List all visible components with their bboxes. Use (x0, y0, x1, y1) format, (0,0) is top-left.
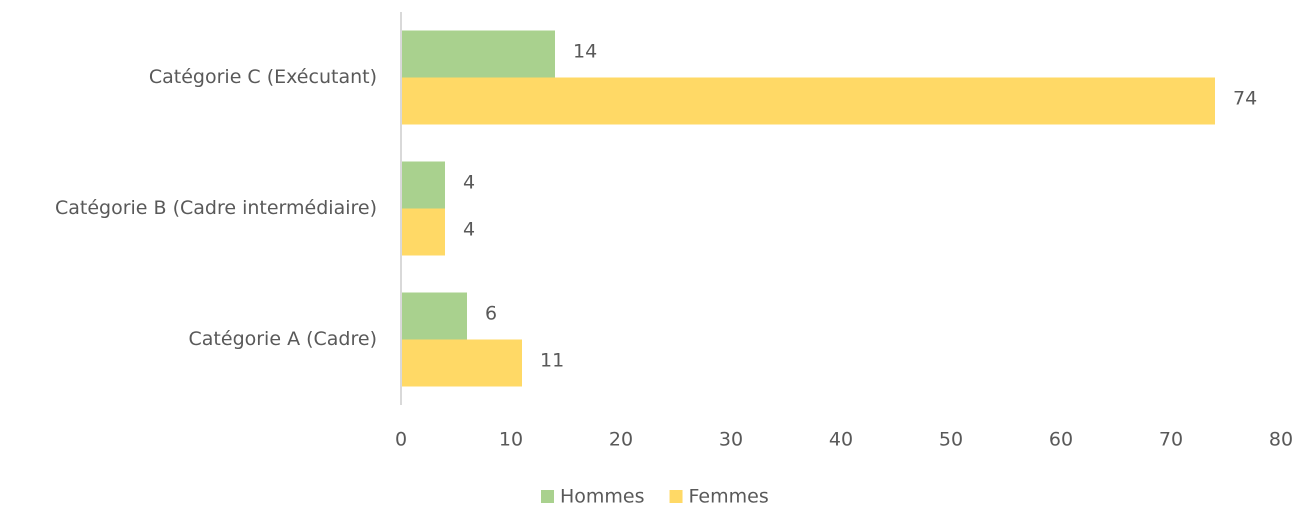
x-tick-label: 40 (829, 429, 853, 451)
x-tick-label: 70 (1159, 429, 1183, 451)
value-label: 14 (573, 41, 597, 63)
bar (401, 208, 445, 256)
bar (401, 339, 522, 387)
y-tick-label: Catégorie A (Cadre) (189, 328, 377, 350)
value-label: 6 (485, 303, 497, 325)
y-tick-label: Catégorie C (Exécutant) (149, 66, 377, 88)
x-tick-label: 0 (395, 429, 407, 451)
y-tick-label: Catégorie B (Cadre intermédiaire) (55, 197, 377, 219)
bar (401, 30, 555, 78)
x-tick-label: 30 (719, 429, 743, 451)
legend-swatch (669, 490, 683, 503)
x-tick-label: 60 (1049, 429, 1073, 451)
legend-label: Hommes (560, 486, 645, 508)
x-tick-label: 50 (939, 429, 963, 451)
value-label: 74 (1233, 88, 1257, 110)
bar (401, 161, 445, 209)
x-tick-label: 80 (1269, 429, 1293, 451)
legend-swatch (541, 490, 554, 503)
legend-label: Femmes (689, 486, 769, 508)
bar (401, 292, 467, 340)
x-tick-label: 10 (499, 429, 523, 451)
value-label: 11 (540, 350, 564, 372)
value-label: 4 (463, 219, 475, 241)
value-label: 4 (463, 172, 475, 194)
bar (401, 77, 1215, 125)
x-tick-label: 20 (609, 429, 633, 451)
